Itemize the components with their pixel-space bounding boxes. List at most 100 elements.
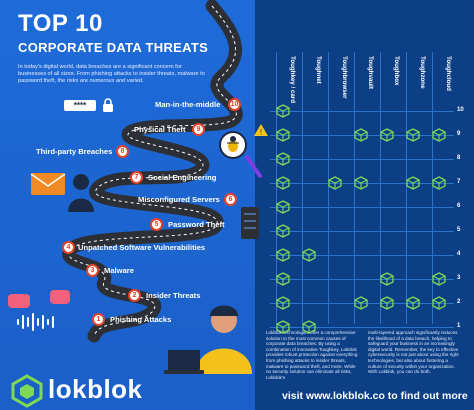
grid-hline [270, 303, 454, 304]
cube-icon [380, 296, 394, 310]
column-header-toughbox: Toughbox [393, 56, 400, 86]
server-icon [241, 207, 259, 239]
cube-icon [354, 296, 368, 310]
cube-icon [406, 176, 420, 190]
hacker-icon [68, 174, 94, 212]
password-field-graphic: **** [64, 100, 96, 111]
threat-label-10: Man-in-the-middle [155, 100, 221, 109]
threat-badge-3: 3 [86, 264, 99, 277]
intro-italic: the risks are numerous and varied. [57, 78, 144, 84]
threat-badge-1: 1 [92, 313, 105, 326]
threat-badge-9: 9 [192, 123, 205, 136]
threat-label-4: Unpatched Software Vulnerabilities [78, 243, 206, 252]
grid-hline [270, 327, 454, 328]
grid-hline [270, 231, 454, 232]
magnifier-icon [245, 155, 262, 178]
grid-hline [270, 207, 454, 208]
grid-hline [270, 279, 454, 280]
row-number: 1 [457, 323, 461, 329]
cube-icon [276, 104, 290, 118]
column-header-toughkey: Toughkey / card [289, 56, 296, 103]
grid-hline [270, 255, 454, 256]
password-mask: **** [73, 101, 87, 110]
column-header-toughzone: Toughzone [419, 56, 426, 89]
intro-plain: In today's digital world, data breaches … [18, 64, 205, 84]
row-number: 7 [457, 179, 461, 185]
solutions-panel [255, 0, 474, 410]
cube-icon [380, 128, 394, 142]
svg-text:!: ! [260, 128, 262, 136]
grid-hline [270, 135, 454, 136]
threat-badge-6: 6 [224, 193, 237, 206]
threat-badge-5: 5 [150, 218, 163, 231]
threat-label-9: Physical Theft [134, 125, 186, 134]
threat-badge-7: 7 [130, 171, 143, 184]
page-subtitle: CORPORATE DATA THREATS [18, 40, 209, 55]
threat-label-2: Insider Threats [146, 291, 201, 300]
envelope-icon [30, 173, 66, 195]
footer-left-text: Lokblok technologies offer a comprehensi… [266, 330, 358, 380]
cube-icon [276, 152, 290, 166]
threat-label-1: Phishing Attacks [110, 315, 172, 324]
cube-icon [276, 272, 290, 286]
brand-logo-icon [11, 374, 43, 408]
cube-icon [432, 272, 446, 286]
row-number: 2 [457, 299, 461, 305]
cube-icon [354, 128, 368, 142]
grid-hline [270, 159, 454, 160]
visit-link[interactable]: visit www.lokblok.co to find out more [282, 390, 468, 402]
row-number: 8 [457, 155, 461, 161]
intro-text: In today's digital world, data breaches … [18, 64, 208, 85]
warning-icon: ! [254, 124, 268, 136]
chat-icon [8, 290, 70, 308]
grid-vline [276, 52, 277, 324]
column-header-toughcloud: Toughcloud [445, 56, 452, 91]
cube-icon [276, 296, 290, 310]
cube-icon [328, 176, 342, 190]
threat-label-5: Password Theft [168, 220, 225, 229]
threat-label-7: Social Engineering [148, 173, 217, 182]
row-number: 5 [457, 227, 461, 233]
threat-badge-8: 8 [116, 145, 129, 158]
grid-vline [354, 52, 355, 324]
grid-vline [302, 52, 303, 324]
lock-icon [103, 98, 113, 112]
cube-icon [276, 176, 290, 190]
cube-icon [406, 128, 420, 142]
threat-badge-10: 10 [228, 98, 241, 111]
row-number: 3 [457, 275, 461, 281]
threat-badge-2: 2 [128, 289, 141, 302]
headset-person-icon [196, 305, 252, 374]
row-number: 9 [457, 131, 461, 137]
cube-icon [406, 296, 420, 310]
cube-icon [276, 128, 290, 142]
bug-icon [219, 131, 247, 159]
threat-label-6: Misconfigured Servers [138, 195, 220, 204]
column-header-toughbrowser: Toughbrowser [341, 56, 348, 99]
grid-vline [432, 52, 433, 324]
grid-vline [406, 52, 407, 324]
cube-icon [432, 296, 446, 310]
cube-icon [354, 176, 368, 190]
voice-wave-icon [17, 313, 54, 331]
grid-vline [328, 52, 329, 324]
cube-icon [432, 176, 446, 190]
page-title: TOP 10 [18, 10, 103, 37]
brand-logo-text: lokblok [48, 374, 143, 404]
column-header-toughvault: Toughvault [367, 56, 374, 89]
cube-icon [432, 128, 446, 142]
row-number: 10 [457, 107, 464, 113]
footer-right-text: multi-layered approach significantly red… [368, 330, 459, 375]
cube-icon [276, 320, 290, 334]
laptop-icon [164, 350, 204, 374]
cube-icon [380, 272, 394, 286]
grid-vline [380, 52, 381, 324]
threat-label-3: Malware [104, 266, 134, 275]
threat-label-8: Third-party Breaches [36, 147, 113, 156]
cube-icon [276, 248, 290, 262]
cube-icon [302, 320, 316, 334]
grid-hline [270, 111, 454, 112]
cube-icon [276, 200, 290, 214]
